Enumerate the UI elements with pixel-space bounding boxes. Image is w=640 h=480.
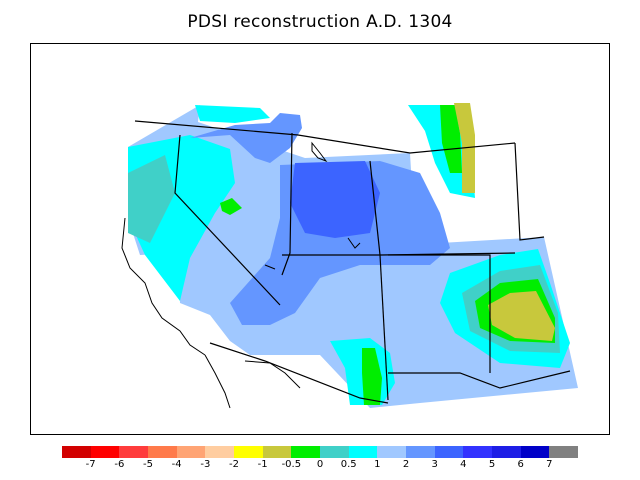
- lake-great-salt: [311, 141, 328, 163]
- boundary-nv-ut: [281, 132, 293, 276]
- region-teal-west: [128, 155, 175, 243]
- legend-tick-label: -0.5: [281, 459, 302, 470]
- legend-tick-label: 7: [546, 459, 553, 470]
- lakes: [264, 141, 361, 270]
- coastline-ca: [121, 217, 206, 356]
- legend-tick-label: 6: [517, 459, 524, 470]
- legend-tick-label: 0.5: [340, 459, 357, 470]
- boundary-ca-nv: [174, 134, 281, 306]
- pdsi-map: [121, 103, 578, 409]
- region-blue4-great-basin: [290, 161, 380, 238]
- legend-tick-labels: -7 -6 -5 -4 -3 -2 -1 -0.5 0 0.5 1 2 3 4 5 6 7: [62, 459, 578, 473]
- region-cyan-north: [195, 105, 270, 123]
- legend-swatch: [262, 446, 292, 458]
- boundary-ut-co: [369, 160, 381, 256]
- legend-swatch: [62, 446, 91, 458]
- region-green-ne: [440, 105, 462, 173]
- legend-tick-label: 2: [402, 459, 410, 470]
- legend-tick-label: -6: [114, 459, 125, 470]
- lake-mead: [264, 264, 276, 270]
- legend-swatch: [549, 446, 579, 458]
- region-blue3-north: [190, 113, 302, 163]
- legend-swatch: [320, 446, 349, 458]
- legend-swatch: [148, 446, 177, 458]
- boundary-co-ks: [514, 142, 545, 241]
- legend-tick-label: -1: [257, 459, 268, 470]
- boundary-north: [134, 120, 516, 154]
- map-title: PDSI reconstruction A.D. 1304: [187, 12, 453, 32]
- legend-swatch: [406, 446, 435, 458]
- legend-swatch: [176, 446, 206, 458]
- legend-swatch: [463, 446, 493, 458]
- legend-swatch: [520, 446, 550, 458]
- legend-tick-label: -2: [229, 459, 239, 470]
- legend-tick-label: -4: [171, 459, 182, 470]
- legend-tick-label: 5: [488, 459, 496, 470]
- legend-swatch: [205, 446, 235, 458]
- region-olive-east: [488, 291, 555, 341]
- legend-swatch: [377, 446, 407, 458]
- legend-tick-label: 0: [316, 459, 324, 470]
- legend-swatch: [90, 446, 120, 458]
- color-legend: [62, 446, 579, 458]
- boundary-co-nm: [388, 254, 491, 373]
- legend-tick-label: 3: [431, 459, 438, 470]
- region-green-west-spot: [220, 198, 242, 215]
- legend-tick-label: -5: [143, 459, 153, 470]
- legend-tick-label: 1: [374, 459, 381, 470]
- legend-tick-label: -3: [200, 459, 211, 470]
- legend-swatch: [234, 446, 263, 458]
- legend-swatch: [492, 446, 521, 458]
- lake-powell: [347, 237, 361, 249]
- boundary-az-nm: [379, 254, 389, 401]
- region-blue3-centre: [230, 161, 450, 325]
- legend-tick-label: -7: [85, 459, 96, 470]
- legend-swatch: [434, 446, 464, 458]
- boundary-nm-tx: [388, 370, 571, 389]
- legend-swatch: [348, 446, 378, 458]
- coastline-baja: [204, 354, 231, 409]
- coastline: [121, 217, 301, 409]
- coastline-gulf: [244, 360, 301, 389]
- boundary-mexico: [209, 342, 389, 404]
- legend-swatch: [291, 446, 321, 458]
- legend-swatch: [119, 446, 149, 458]
- state-boundaries: [134, 120, 571, 404]
- region-green-south: [362, 348, 382, 405]
- legend-tick-label: 4: [460, 459, 467, 470]
